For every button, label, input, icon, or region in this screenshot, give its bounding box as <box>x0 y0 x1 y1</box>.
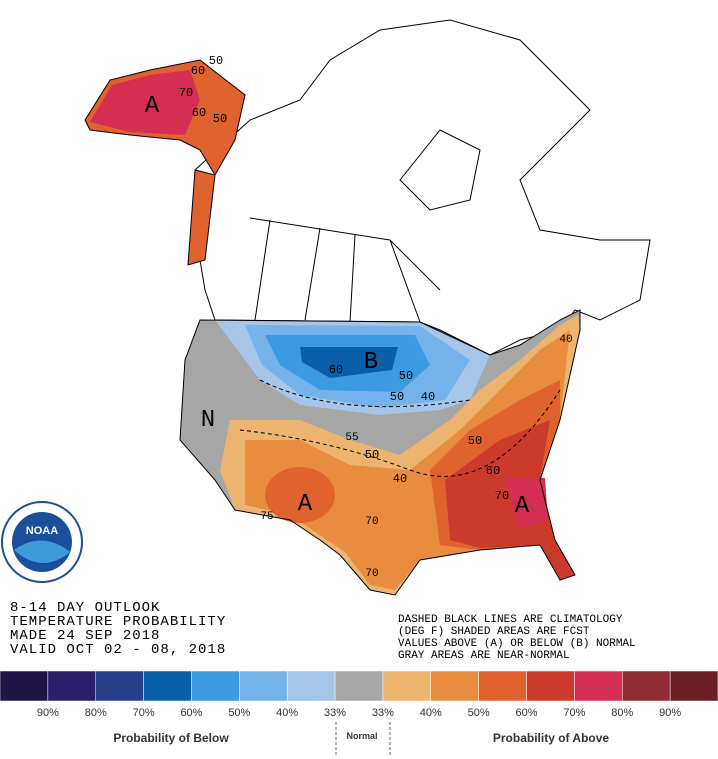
legend-swatch <box>526 670 575 702</box>
legend-label: 50% <box>228 707 250 719</box>
map-labels: A 60 70 60 50 50 B 60 50 50 40 N A A 55 50 40 70 75 70 60 50 4… <box>145 54 573 580</box>
legend-swatch <box>239 670 288 702</box>
header-line: VALID OCT 02 - 08, 2018 <box>10 642 226 658</box>
header-line: TEMPERATURE PROBABILITY <box>10 614 226 630</box>
map-label: 60 <box>329 363 343 377</box>
normal-title: Normal <box>346 731 377 741</box>
map-label: 40 <box>559 334 572 346</box>
map-label: 55 <box>345 432 358 444</box>
above-60 <box>445 420 575 580</box>
legend-label: 60% <box>516 707 538 719</box>
map-label: 40 <box>393 472 407 486</box>
map-label: 50 <box>399 369 413 383</box>
legend-label: 90% <box>37 707 59 719</box>
alaska-strong-above <box>90 70 200 135</box>
legend-label: 33% <box>372 707 394 719</box>
map-label: A <box>298 491 313 518</box>
legend-swatch <box>143 670 192 702</box>
logo-text: NOAA <box>26 525 58 537</box>
legend-swatch <box>382 670 432 702</box>
legend-label: 60% <box>180 707 202 719</box>
map-label: 60 <box>486 464 500 478</box>
map-label: B <box>364 349 378 376</box>
outlook-note: DASHED BLACK LINES ARE CLIMATOLOGY(DEG F… <box>398 614 636 662</box>
legend-label: 70% <box>563 707 585 719</box>
map-label: 50 <box>468 434 482 448</box>
legend-swatch <box>622 670 671 702</box>
above-title: Probability of Above <box>493 731 610 745</box>
legend-label: 80% <box>85 707 107 719</box>
legend-swatch <box>191 670 240 702</box>
map-label: 50 <box>209 54 223 68</box>
map-label: 50 <box>213 112 227 126</box>
legend-swatch <box>286 670 336 702</box>
map-label: 70 <box>365 568 378 580</box>
map-label: 70 <box>179 86 193 100</box>
map-label: 50 <box>390 390 404 404</box>
map-label: A <box>145 93 160 120</box>
noaa-logo: NOAA <box>1 501 83 583</box>
legend-swatch <box>574 670 623 702</box>
note-line: DASHED BLACK LINES ARE CLIMATOLOGY <box>398 614 623 626</box>
legend-swatch <box>478 670 527 702</box>
legend-swatch <box>0 670 49 702</box>
note-line: VALUES ABOVE (A) OR BELOW (B) NORMAL <box>398 638 636 650</box>
panhandle-above <box>187 169 216 266</box>
legend-label: 33% <box>324 707 346 719</box>
legend-label: 40% <box>276 707 298 719</box>
legend: 90% 80% 70% 60% 50% 40% 33% 33% 40% 50% 60% 70% 80% 9… <box>0 670 718 719</box>
above-50-southwest <box>265 467 335 523</box>
map-label: N <box>201 407 215 434</box>
legend-swatch <box>334 670 384 702</box>
map-label: 70 <box>495 489 509 503</box>
legend-label: 40% <box>420 707 442 719</box>
legend-label: 50% <box>468 707 490 719</box>
map-label: 75 <box>260 511 273 523</box>
legend-label: 90% <box>659 707 681 719</box>
map-label: 70 <box>365 516 378 528</box>
note-line: GRAY AREAS ARE NEAR-NORMAL <box>398 650 570 662</box>
map-label: 60 <box>191 64 205 78</box>
map-label: 40 <box>421 390 435 404</box>
map-label: A <box>515 493 530 520</box>
legend-label: 80% <box>611 707 633 719</box>
map-label: 50 <box>365 448 379 462</box>
below-title: Probability of Below <box>113 731 229 745</box>
legend-swatch <box>669 670 718 702</box>
note-line: (DEG F) SHADED AREAS ARE FCST <box>398 626 590 638</box>
land-outlines <box>194 19 651 356</box>
legend-swatch <box>95 670 144 702</box>
above-70 <box>505 478 548 528</box>
below-60 <box>300 347 398 378</box>
legend-swatch <box>430 670 479 702</box>
legend-label: 70% <box>133 707 155 719</box>
legend-swatch <box>47 670 96 702</box>
map-label: 60 <box>192 106 206 120</box>
conus <box>179 309 581 596</box>
header-line: 8-14 DAY OUTLOOK <box>10 600 160 616</box>
header-line: MADE 24 SEP 2018 <box>10 628 160 644</box>
